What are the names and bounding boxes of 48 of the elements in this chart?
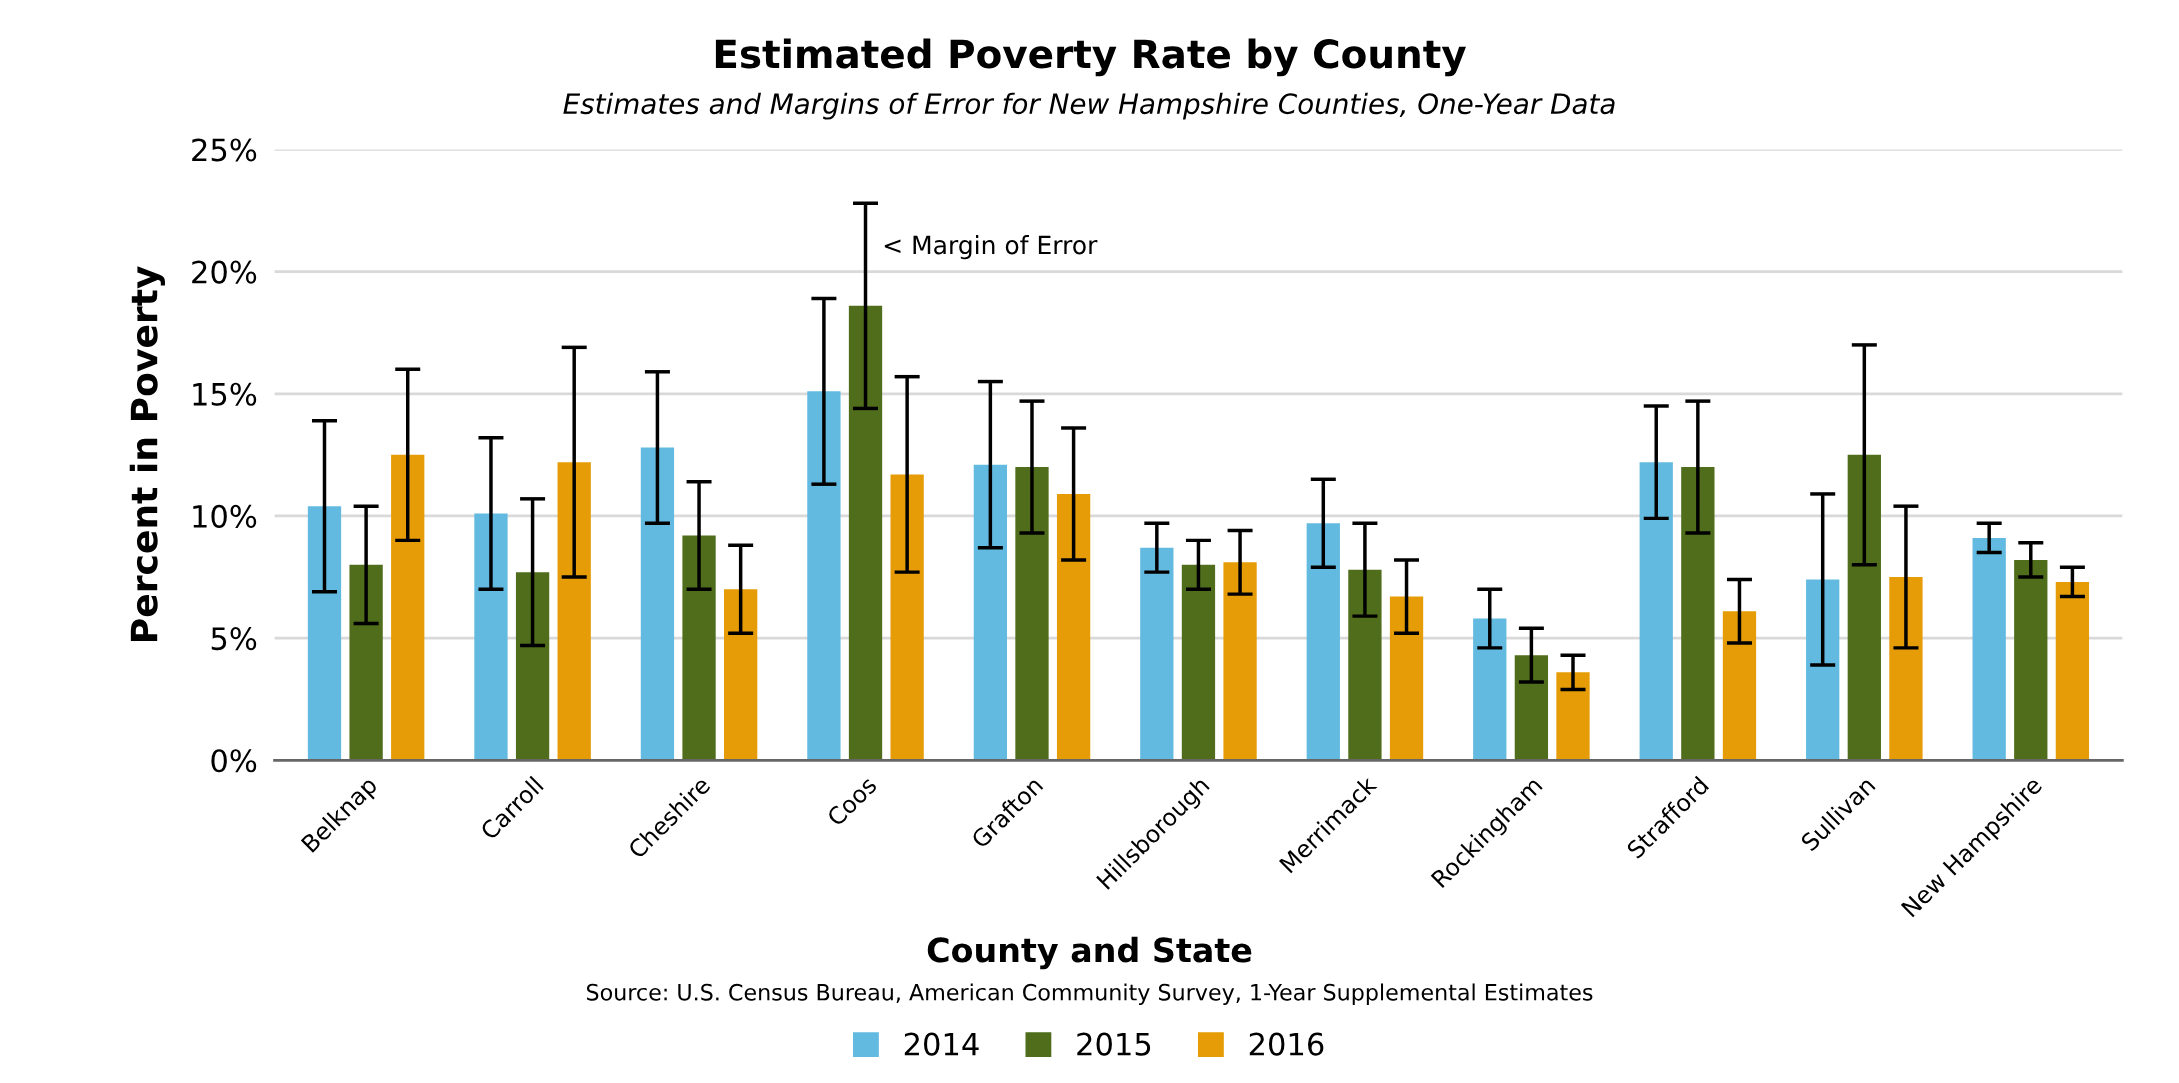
bar [1181, 564, 1216, 761]
bar [2055, 581, 2090, 761]
bar [349, 564, 383, 761]
bar [848, 305, 883, 761]
bar [1639, 462, 1673, 761]
x-axis-title: County and State [927, 936, 1252, 970]
source-note: Source: U.S. Census Bureau, American Community Survey, 1-Year Supplemental Estimates [586, 983, 1593, 1005]
bar [1140, 547, 1174, 761]
chart-subtitle: Estimates and Margins of Error for New Hampshire Counties, One-Year Data [563, 92, 1615, 120]
bar [1015, 467, 1049, 761]
legend-label: 2014 [904, 1032, 979, 1056]
legend-label: 2016 [1249, 1032, 1324, 1056]
bar [1889, 577, 1923, 761]
y-tick-label: 15% [193, 382, 257, 406]
y-tick-label: 25% [192, 138, 257, 162]
y-tick-label: 0% [211, 749, 257, 773]
y-tick-label: 5% [211, 627, 257, 651]
bar [1681, 467, 1715, 761]
bar [307, 506, 342, 761]
y-tick-label: 20% [192, 260, 257, 284]
bar [890, 474, 924, 761]
bar [1056, 493, 1091, 761]
bar [640, 447, 675, 761]
chart-title: Estimated Poverty Rate by County [715, 38, 1466, 77]
bar [1972, 537, 2006, 761]
bar [1306, 523, 1340, 761]
legend-label: 2015 [1077, 1032, 1151, 1056]
bar [682, 535, 716, 761]
bar [807, 391, 841, 761]
bar [391, 454, 425, 761]
bar [1389, 596, 1424, 761]
bar [724, 589, 758, 761]
bar [557, 462, 591, 761]
bar [1847, 454, 1881, 761]
bar [1473, 618, 1507, 761]
bar [1806, 579, 1840, 761]
bar [1223, 562, 1257, 761]
bar [973, 464, 1008, 761]
bar [1722, 611, 1757, 761]
y-tick-label: 10% [193, 504, 257, 528]
bar [474, 513, 508, 761]
y-axis-title: Percent in Poverty [129, 266, 165, 641]
bar [1556, 672, 1590, 761]
bar [2014, 559, 2048, 761]
annotation: < Margin of Error [884, 235, 1098, 260]
bar [515, 572, 550, 761]
bar [1348, 569, 1382, 761]
bar [1514, 655, 1549, 761]
